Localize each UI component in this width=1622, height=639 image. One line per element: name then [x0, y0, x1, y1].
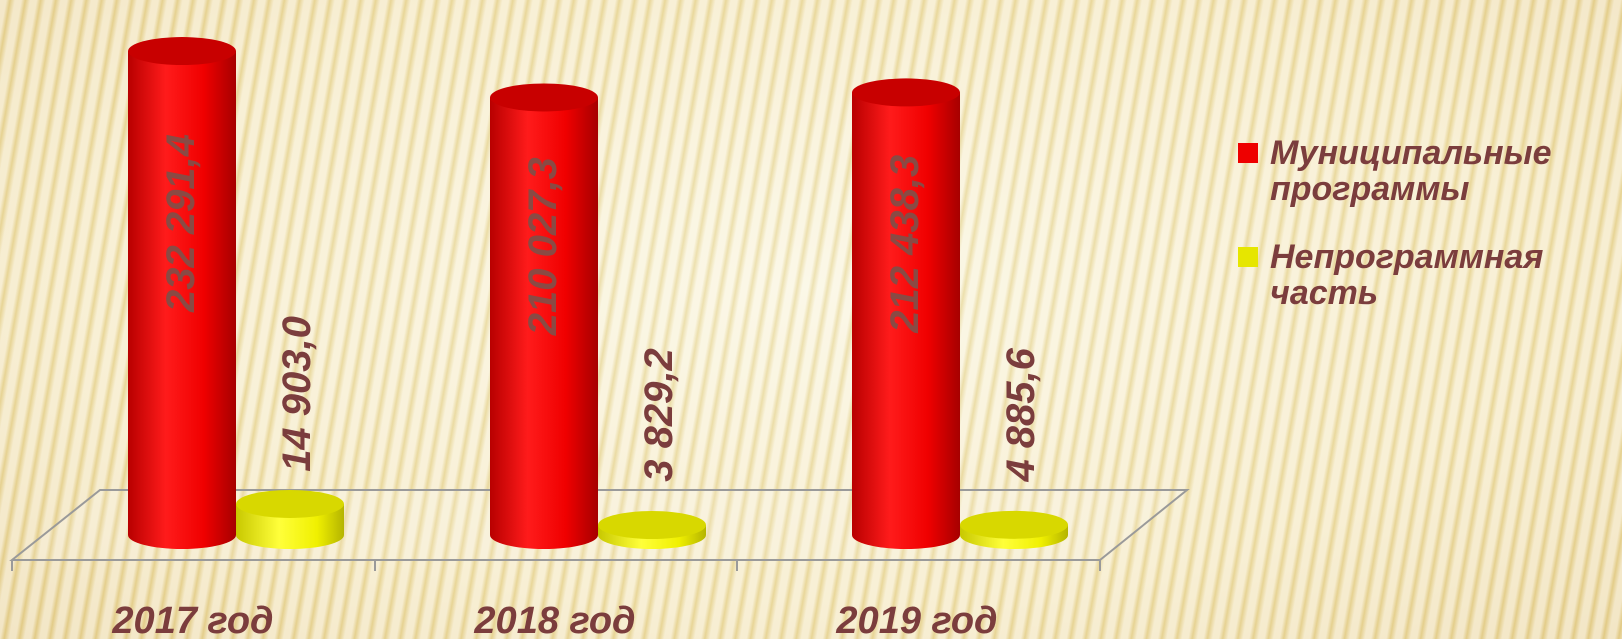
bar-municipal-3 — [852, 92, 960, 549]
data-label: 232 291,4 — [159, 134, 203, 313]
chart-legend: Муниципальные программы Непрограммная ча… — [1238, 135, 1622, 343]
data-label: 4 885,6 — [999, 347, 1043, 482]
bar-top-cap — [236, 489, 344, 518]
data-label: 3 829,2 — [637, 348, 681, 481]
x-axis-tick-label: 2018 год — [473, 600, 635, 639]
bar-municipal-1 — [128, 51, 236, 550]
bar-top-cap — [598, 511, 706, 539]
x-axis-tick-label: 2019 год — [835, 600, 997, 639]
bar-top-cap — [960, 510, 1068, 539]
legend-label: Муниципальные программы — [1270, 134, 1552, 208]
data-label: 210 027,3 — [521, 157, 565, 336]
x-axis-tick-label: 2017 год — [111, 600, 273, 639]
legend-swatch-red — [1238, 143, 1258, 163]
bar-top-cap — [128, 37, 236, 66]
legend-label: Непрограммная часть — [1270, 238, 1544, 312]
bar-top-cap — [852, 78, 960, 107]
bar-top-cap — [490, 83, 598, 112]
bar-municipal-2 — [490, 97, 598, 550]
data-label: 14 903,0 — [275, 316, 319, 472]
legend-swatch-yellow — [1238, 247, 1258, 267]
data-label: 212 438,3 — [883, 155, 927, 334]
legend-item-nonprogram: Непрограммная часть — [1238, 239, 1622, 311]
legend-item-municipal: Муниципальные программы — [1238, 135, 1622, 207]
